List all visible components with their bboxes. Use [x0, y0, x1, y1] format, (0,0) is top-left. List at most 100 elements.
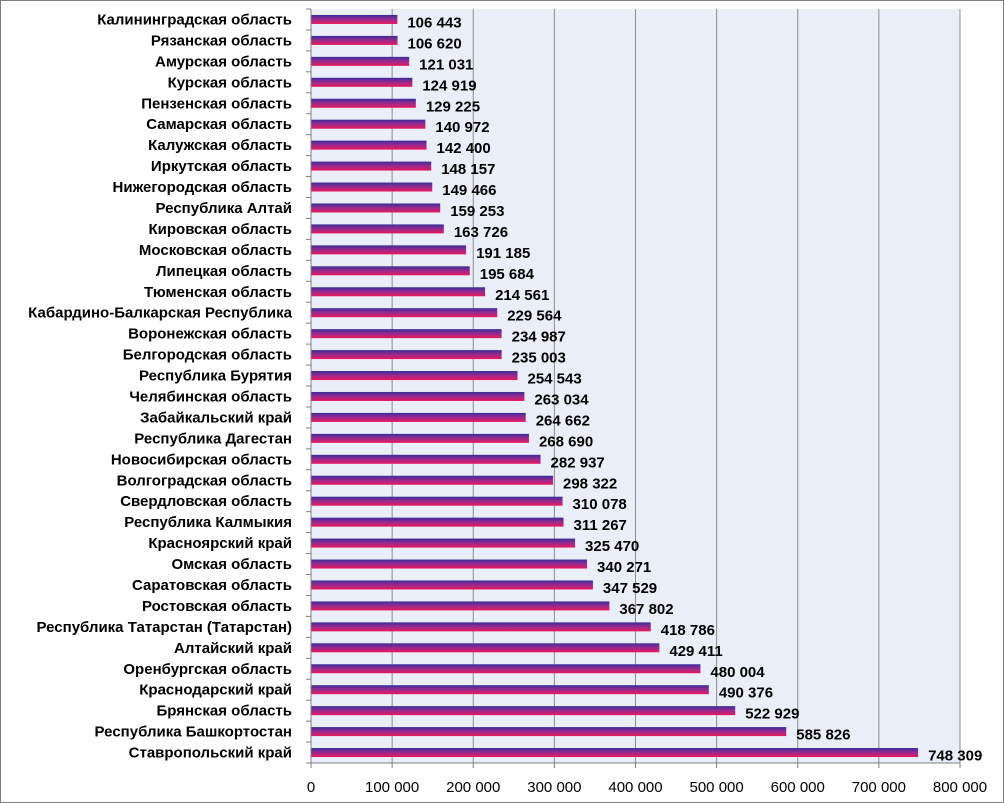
bar-9	[311, 203, 441, 213]
x-tick-label-4: 400 000	[608, 779, 662, 796]
category-label-23: Свердловская область	[120, 493, 292, 510]
value-label-2: 121 031	[419, 56, 473, 73]
value-label-25: 325 470	[585, 538, 639, 555]
value-label-3: 124 919	[422, 77, 476, 94]
category-label-33: Брянская область	[156, 703, 292, 720]
category-label-29: Республика Татарстан (Татарстан)	[37, 619, 292, 636]
category-label-11: Московская область	[139, 242, 292, 259]
value-label-22: 298 322	[563, 475, 617, 492]
x-tick-label-2: 200 000	[446, 779, 500, 796]
value-label-34: 585 826	[796, 727, 850, 744]
category-label-32: Краснодарский край	[139, 682, 292, 699]
bar-30	[311, 643, 660, 653]
category-label-15: Воронежская область	[128, 326, 292, 343]
bar-0	[311, 14, 398, 24]
bar-12	[311, 266, 470, 276]
category-label-12: Липецкая область	[156, 263, 292, 280]
bar-18	[311, 391, 525, 401]
bar-4	[311, 98, 416, 108]
value-label-13: 214 561	[495, 287, 549, 304]
value-label-15: 234 987	[512, 329, 566, 346]
category-label-9: Республика Алтай	[156, 200, 292, 217]
bars	[311, 14, 919, 758]
category-label-27: Саратовская область	[132, 577, 292, 594]
bar-1	[311, 35, 398, 45]
value-label-12: 195 684	[480, 266, 535, 283]
value-label-30: 429 411	[669, 643, 722, 660]
bar-7	[311, 161, 432, 171]
value-label-0: 106 443	[407, 14, 461, 31]
category-label-26: Омская область	[171, 556, 292, 573]
x-tick-label-3: 300 000	[527, 779, 581, 796]
category-label-34: Республика Башкортостан	[95, 724, 292, 741]
bar-17	[311, 371, 518, 381]
bar-24	[311, 517, 564, 527]
value-label-17: 254 543	[527, 371, 581, 388]
bar-20	[311, 433, 529, 443]
bar-25	[311, 538, 576, 548]
category-label-25: Красноярский край	[148, 535, 292, 552]
value-label-26: 340 271	[597, 559, 651, 576]
category-label-18: Челябинская область	[129, 388, 292, 405]
bar-16	[311, 350, 502, 360]
bar-22	[311, 475, 554, 485]
category-label-24: Республика Калмыкия	[124, 514, 292, 531]
bar-23	[311, 496, 563, 506]
value-label-5: 140 972	[435, 119, 489, 136]
category-label-3: Курская область	[168, 74, 292, 91]
category-label-19: Забайкальский край	[140, 409, 292, 426]
value-label-11: 191 185	[476, 245, 530, 262]
category-label-4: Пензенская область	[141, 95, 292, 112]
bar-32	[311, 685, 709, 695]
value-label-23: 310 078	[573, 496, 627, 513]
value-label-20: 268 690	[539, 433, 593, 450]
x-tick-label-8: 800 000	[933, 779, 987, 796]
value-label-9: 159 253	[450, 203, 504, 220]
category-label-21: Новосибирская область	[111, 451, 292, 468]
bar-11	[311, 245, 467, 255]
bar-21	[311, 454, 541, 464]
value-label-31: 480 004	[710, 664, 765, 681]
category-label-0: Калининградская область	[97, 11, 292, 28]
bar-26	[311, 559, 588, 569]
value-label-35: 748 309	[928, 748, 982, 765]
value-label-18: 263 034	[534, 391, 589, 408]
value-label-21: 282 937	[551, 454, 605, 471]
category-label-20: Республика Дагестан	[134, 430, 292, 447]
bar-15	[311, 329, 502, 339]
value-label-19: 264 662	[536, 412, 590, 429]
x-axis: 0 100 000 200 000 300 000 400 000 500 000 600 …	[306, 8, 987, 796]
bar-35	[311, 748, 919, 758]
value-label-28: 367 802	[619, 601, 673, 618]
category-labels: Калининградская область Рязанская область…	[28, 11, 292, 761]
value-label-14: 229 564	[507, 308, 562, 325]
value-label-32: 490 376	[719, 685, 773, 702]
bar-6	[311, 140, 427, 150]
value-label-10: 163 726	[454, 224, 508, 241]
bar-10	[311, 224, 444, 234]
category-label-10: Кировская область	[149, 221, 293, 238]
bar-13	[311, 287, 486, 297]
value-label-33: 522 929	[745, 706, 799, 723]
x-tick-label-7: 700 000	[852, 779, 906, 796]
x-tick-label-1: 100 000	[365, 779, 419, 796]
value-label-7: 148 157	[441, 161, 495, 178]
x-tick-label-6: 600 000	[771, 779, 825, 796]
category-label-7: Иркутская область	[151, 158, 292, 175]
bar-29	[311, 622, 651, 632]
category-label-17: Республика Бурятия	[139, 368, 292, 385]
value-label-29: 418 786	[661, 622, 715, 639]
category-label-14: Кабардино-Балкарская Республика	[28, 305, 292, 322]
value-label-16: 235 003	[512, 350, 566, 367]
category-label-8: Нижегородская область	[113, 179, 292, 196]
category-label-35: Ставропольский край	[129, 745, 292, 762]
x-tick-label-5: 500 000	[690, 779, 744, 796]
bar-28	[311, 601, 610, 611]
category-label-5: Самарская область	[146, 116, 292, 133]
bar-2	[311, 56, 410, 66]
value-label-4: 129 225	[426, 98, 480, 115]
category-label-31: Оренбургская область	[123, 661, 292, 678]
bar-3	[311, 77, 413, 87]
category-label-2: Амурская область	[155, 53, 292, 70]
